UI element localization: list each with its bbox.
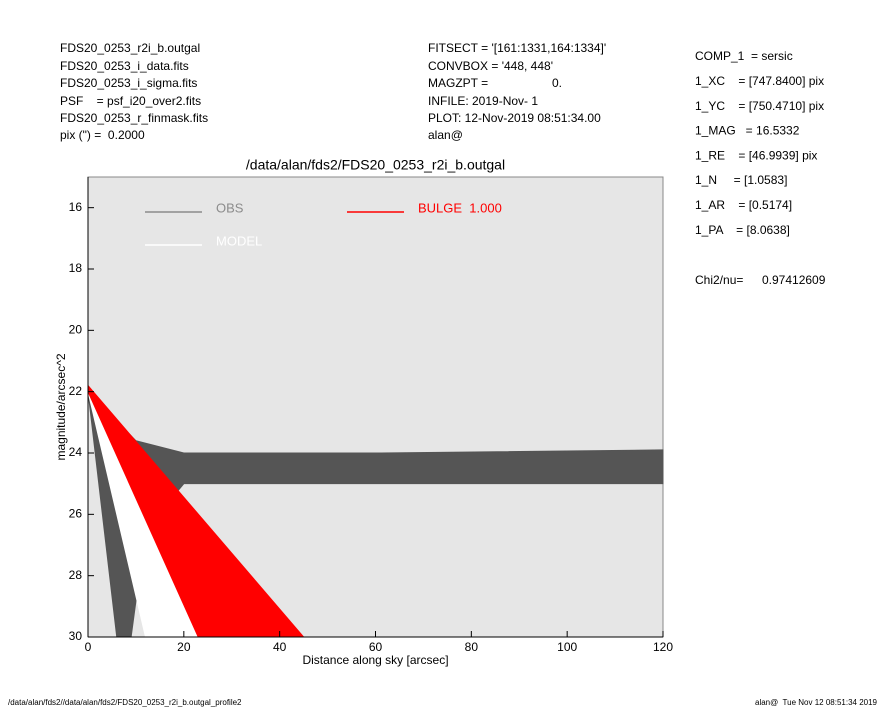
footer-right: alan@ Tue Nov 12 08:51:34 2019 — [755, 698, 878, 707]
header-line: FDS20_0253_i_data.fits — [60, 59, 189, 73]
header-line: MAGZPT = — [428, 76, 488, 90]
chart-title: /data/alan/fds2/FDS20_0253_r2i_b.outgal — [246, 157, 505, 173]
chi2-label: Chi2/nu= — [695, 273, 743, 287]
y-tick-label: 26 — [69, 507, 83, 521]
parameter: 1_N = [1.0583] — [695, 173, 787, 187]
parameter: 1_YC = [750.4710] pix — [695, 99, 824, 113]
header-value: 0. — [552, 76, 562, 90]
x-tick-label: 80 — [465, 640, 479, 654]
header-line: FITSECT = '[161:1331,164:1334]' — [428, 41, 606, 55]
x-tick-label: 40 — [273, 640, 287, 654]
header-line: PLOT: 12-Nov-2019 08:51:34.00 — [428, 111, 601, 125]
x-tick-label: 60 — [369, 640, 383, 654]
legend-label: MODEL — [216, 233, 262, 248]
legend-label: OBS — [216, 200, 244, 215]
x-tick-label: 120 — [653, 640, 673, 654]
parameter: COMP_1 = sersic — [695, 49, 793, 63]
y-tick-label: 30 — [69, 629, 83, 643]
chi2-value: 0.97412609 — [762, 273, 826, 287]
y-tick-label: 18 — [69, 261, 83, 275]
x-axis-label: Distance along sky [arcsec] — [302, 653, 448, 667]
header-line: alan@ — [428, 128, 463, 142]
header-line: pix (") = 0.2000 — [60, 128, 145, 142]
y-tick-label: 22 — [69, 384, 83, 398]
y-axis-label: magnitude/arcsec^2 — [54, 353, 68, 460]
parameter: 1_AR = [0.5174] — [695, 198, 792, 212]
header-line: FDS20_0253_i_sigma.fits — [60, 76, 197, 90]
y-tick-label: 28 — [69, 568, 83, 582]
legend-label: BULGE 1.000 — [418, 200, 502, 215]
x-tick-label: 0 — [85, 640, 92, 654]
y-tick-label: 20 — [69, 323, 83, 337]
y-tick-label: 16 — [69, 200, 83, 214]
header-line: CONVBOX = '448, 448' — [428, 59, 553, 73]
parameter: 1_PA = [8.0638] — [695, 223, 790, 237]
header-line: PSF = psf_i20_over2.fits — [60, 94, 201, 108]
parameter: 1_RE = [46.9939] pix — [695, 148, 817, 162]
footer-left: /data/alan/fds2//data/alan/fds2/FDS20_02… — [8, 698, 242, 707]
parameter: 1_MAG = 16.5332 — [695, 124, 800, 138]
parameter: 1_XC = [747.8400] pix — [695, 74, 824, 88]
x-tick-label: 100 — [557, 640, 577, 654]
y-tick-label: 24 — [69, 445, 83, 459]
header-line: FDS20_0253_r_finmask.fits — [60, 111, 208, 125]
x-tick-label: 20 — [177, 640, 191, 654]
header-line: FDS20_0253_r2i_b.outgal — [60, 41, 200, 55]
header-line: INFILE: 2019-Nov- 1 — [428, 94, 538, 108]
